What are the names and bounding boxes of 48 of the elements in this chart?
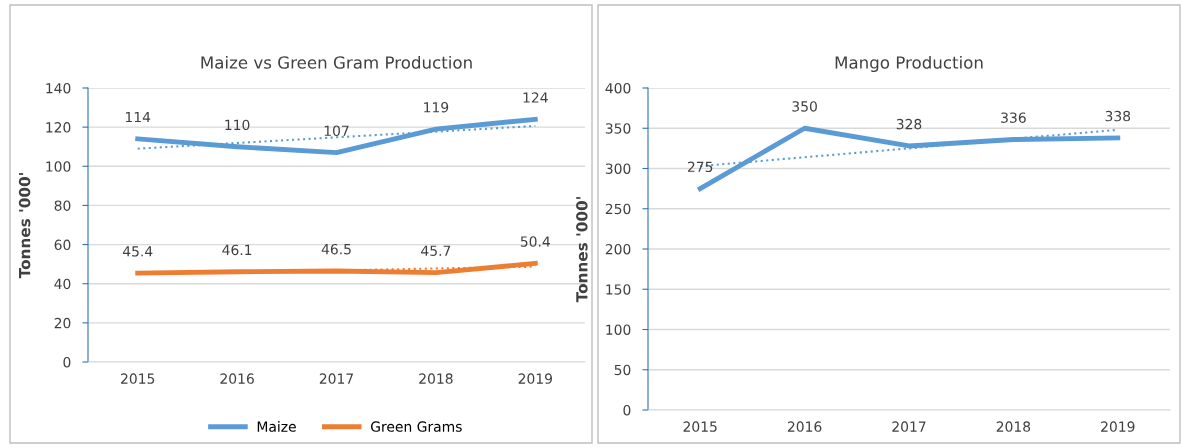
x-tick-label: 2016 (787, 421, 822, 432)
x-tick-label: 2017 (892, 421, 926, 432)
y-tick-label: 250 (605, 203, 631, 215)
y-axis-title: Tonnes '000' (18, 173, 31, 279)
data-label: 338 (1105, 110, 1131, 122)
x-tick-label: 2019 (1101, 421, 1135, 432)
legend-label: Green Grams (370, 421, 462, 432)
data-label: 45.7 (421, 245, 451, 256)
x-tick-label: 2016 (220, 373, 254, 384)
y-tick-label: 80 (54, 200, 71, 211)
x-tick-label: 2017 (319, 373, 353, 384)
y-tick-label: 20 (54, 317, 71, 329)
legend-label: Maize (257, 421, 296, 432)
y-tick-label: 300 (605, 163, 631, 174)
y-tick-label: 200 (605, 243, 631, 255)
y-tick-label: 60 (54, 239, 71, 251)
data-label: 350 (792, 101, 817, 112)
data-label: 110 (225, 119, 250, 131)
y-tick-label: 100 (606, 324, 631, 335)
data-label: 328 (896, 118, 922, 130)
y-tick-label: 400 (605, 82, 631, 94)
y-tick-label: 350 (605, 123, 631, 134)
x-tick-label: 2015 (121, 373, 155, 384)
y-tick-label: 0 (63, 356, 71, 368)
data-label: 46.1 (222, 244, 252, 256)
chart-title: Maize vs Green Gram Production (201, 55, 472, 69)
data-label: 336 (1001, 112, 1026, 123)
data-label: 45.4 (122, 246, 153, 257)
y-tick-label: 120 (46, 122, 71, 133)
y-tick-label: 0 (623, 404, 631, 416)
y-tick-label: 140 (46, 82, 71, 94)
data-label: 46.5 (321, 243, 351, 255)
data-label: 107 (324, 125, 349, 137)
x-tick-label: 2018 (419, 373, 453, 384)
x-tick-label: 2019 (518, 373, 552, 384)
x-tick-label: 2015 (683, 421, 717, 432)
x-tick-label: 2018 (996, 421, 1031, 432)
data-label: 275 (687, 161, 713, 173)
data-label: 114 (125, 111, 151, 123)
chart-title: Mango Production (835, 55, 983, 73)
data-label: 50.4 (520, 236, 550, 247)
y-axis-title: Tonnes '000' (576, 197, 588, 303)
data-label: 119 (424, 102, 449, 113)
y-tick-label: 40 (54, 278, 71, 290)
y-tick-label: 50 (614, 364, 631, 376)
data-label: 124 (523, 92, 548, 103)
y-tick-label: 100 (46, 161, 71, 172)
y-tick-label: 150 (606, 284, 631, 295)
